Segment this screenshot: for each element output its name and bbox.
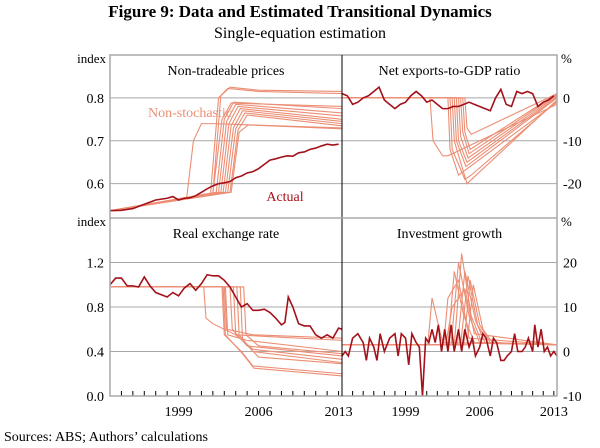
y-tick-label: -10 xyxy=(563,135,582,150)
panel-title: Net exports-to-GDP ratio xyxy=(379,64,521,79)
x-tick-label: 2006 xyxy=(466,405,494,420)
panel-title: Non-tradeable prices xyxy=(168,64,285,79)
non-stochastic-path xyxy=(342,287,557,346)
x-tick-label: 1999 xyxy=(392,405,420,420)
actual-series-line xyxy=(342,324,557,396)
x-tick-label: 1999 xyxy=(165,405,193,420)
y-tick-label: -10 xyxy=(563,390,582,405)
y-tick-label: 10 xyxy=(563,301,577,316)
y-tick-label: 0.8 xyxy=(87,92,105,107)
unit-label: index xyxy=(77,214,106,229)
unit-label: % xyxy=(561,51,572,66)
x-tick-label: 2006 xyxy=(245,405,273,420)
y-tick-label: 0 xyxy=(563,92,570,107)
x-tick-label: 2013 xyxy=(325,405,353,420)
panel-net-exports-to-gdp-ratio: -20 -10 0% Net exports-to-GDP ratio xyxy=(342,51,582,193)
unit-label: % xyxy=(561,214,572,229)
source-note: Sources: ABS; Authors’ calculations xyxy=(4,430,208,445)
y-tick-label: 1.2 xyxy=(87,257,105,272)
panel-title: Real exchange rate xyxy=(173,227,280,242)
panel-real-exchange-rate: 0.0 0.4 0.8 1.2 index Real exchange rate 1999 2… xyxy=(77,214,352,420)
panel-title: Investment growth xyxy=(397,227,502,242)
x-tick-label: 2013 xyxy=(540,405,568,420)
panel-non-tradeable-prices: 0.6 0.7 0.8 index Non-tradeable prices xyxy=(77,51,342,212)
y-tick-label: 0.7 xyxy=(87,135,105,150)
chart-subtitle: Single-equation estimation xyxy=(214,25,386,42)
non-stochastic-path xyxy=(110,286,342,377)
y-tick-label: 0.8 xyxy=(87,301,105,316)
actual-annotation: Actual xyxy=(266,190,303,205)
y-tick-label: 20 xyxy=(563,257,577,272)
y-tick-label: 0 xyxy=(563,346,570,361)
unit-label: index xyxy=(77,51,106,66)
y-tick-label: 0.0 xyxy=(87,390,105,405)
plot-frame xyxy=(109,54,558,397)
panel-investment-growth: -10 0 10 20% Investment growth 1999 2006 2013 xyxy=(342,214,582,420)
chart-title: Figure 9: Data and Estimated Transitiona… xyxy=(108,2,492,21)
non-stochastic-path xyxy=(110,124,342,212)
actual-series-line xyxy=(342,85,555,112)
y-tick-label: 0.4 xyxy=(87,346,105,361)
y-tick-label: -20 xyxy=(563,178,582,193)
non-stochastic-annotation: Non-stochastic xyxy=(148,106,232,121)
actual-series-line xyxy=(110,143,339,212)
actual-series-line xyxy=(110,273,342,340)
y-tick-label: 0.6 xyxy=(87,178,105,193)
